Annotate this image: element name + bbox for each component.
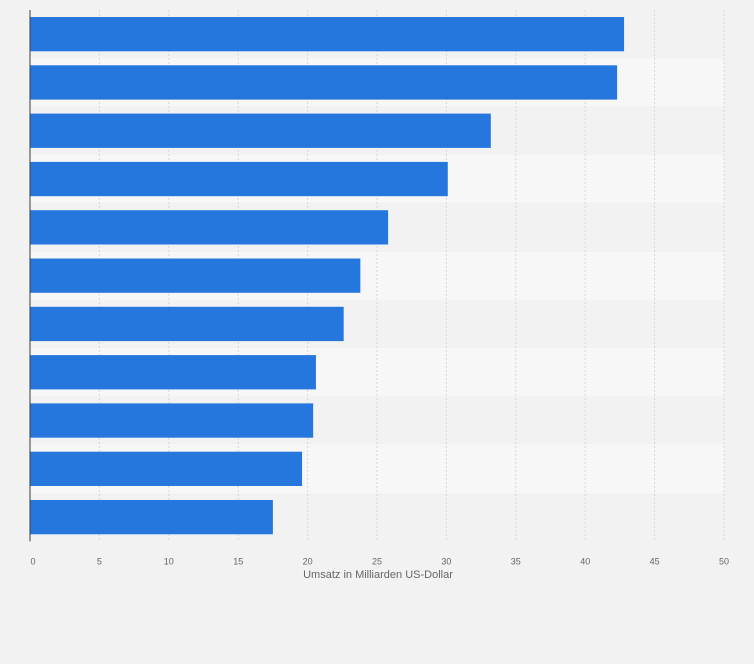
- bar: [30, 355, 316, 390]
- bar: [30, 403, 314, 438]
- bar: [30, 500, 273, 535]
- bars: [30, 17, 625, 535]
- x-tick-label: 40: [580, 556, 590, 566]
- x-tick-label: 0: [30, 556, 35, 566]
- x-tick-label: 35: [511, 556, 521, 566]
- bar: [30, 451, 303, 486]
- x-tick-label: 5: [97, 556, 102, 566]
- x-tick-label: 20: [303, 556, 313, 566]
- bar: [30, 113, 491, 148]
- x-tick-label: 15: [233, 556, 243, 566]
- x-axis-ticks: 0 5 10 15 20 25 30 35 40 45 50: [30, 556, 729, 566]
- bar: [30, 161, 448, 197]
- bar: [30, 210, 389, 245]
- x-axis-label: Umsatz in Milliarden US-Dollar: [303, 569, 453, 581]
- bar: [30, 17, 625, 52]
- bar: [30, 258, 361, 293]
- bar: [30, 306, 344, 342]
- x-tick-label: 25: [372, 556, 382, 566]
- x-tick-label: 10: [164, 556, 174, 566]
- x-tick-label: 50: [719, 556, 729, 566]
- bar: [30, 65, 618, 100]
- x-tick-label: 30: [441, 556, 451, 566]
- x-tick-label: 45: [650, 556, 660, 566]
